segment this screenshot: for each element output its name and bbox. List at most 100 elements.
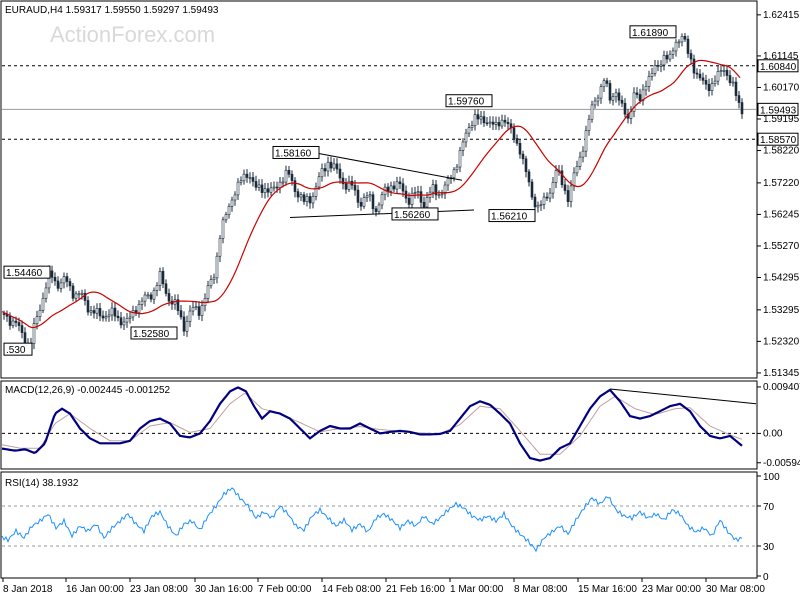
x-tick-label: 14 Feb 08:00 — [322, 584, 381, 595]
annotation-label: 1.56210 — [491, 212, 528, 223]
candle-body — [62, 276, 66, 284]
candle-body — [179, 310, 183, 318]
y-tick-label: 1.62415 — [763, 10, 800, 21]
candle-body — [419, 191, 423, 203]
rsi-y-tick-label: 70 — [763, 502, 775, 513]
candle-body — [320, 168, 324, 178]
candle-body — [143, 294, 147, 302]
candle-body — [653, 65, 657, 74]
level-label-box — [757, 102, 799, 116]
candle-body — [425, 197, 429, 208]
candle-body — [149, 294, 153, 300]
candle-body — [338, 168, 342, 179]
annotation-box — [3, 342, 33, 356]
y-tick-label: 1.52320 — [763, 336, 800, 347]
level-label-box — [757, 59, 799, 73]
candle-body — [542, 196, 546, 205]
candle-body — [101, 315, 105, 319]
annotation-box — [629, 25, 677, 39]
candle-body — [617, 92, 621, 101]
annotation-box — [3, 265, 51, 279]
candle-body — [227, 206, 231, 215]
y-tick-label: 1.60170 — [763, 82, 800, 93]
candle-body — [593, 100, 597, 106]
candle-body — [551, 182, 555, 194]
x-tick-label: 23 Jan 08:00 — [130, 584, 188, 595]
candle-body — [2, 313, 6, 315]
annotation-label: 1.54460 — [6, 268, 43, 279]
candle-body — [662, 55, 666, 66]
y-tick-label: 1.56245 — [763, 209, 800, 220]
candle-body — [680, 35, 684, 43]
candle-body — [287, 169, 291, 175]
x-tick-label: 1 Mar 00:00 — [450, 584, 504, 595]
x-tick-label: 8 Mar 08:00 — [514, 584, 568, 595]
candle-body — [461, 141, 465, 151]
annotation-label: 1.52580 — [133, 329, 170, 340]
candle-body — [398, 181, 402, 184]
candle-body — [233, 194, 237, 201]
rsi-marks — [1, 487, 756, 553]
annotation-box — [391, 207, 439, 221]
candle-body — [584, 130, 588, 152]
candle-body — [68, 281, 72, 287]
candle-body — [224, 214, 228, 221]
candle-body — [737, 95, 741, 103]
candle-body — [245, 173, 249, 178]
candle-body — [539, 204, 543, 206]
candle-body — [488, 121, 492, 124]
candle-body — [554, 170, 558, 183]
candle-body — [128, 316, 132, 319]
candle-body — [137, 303, 141, 314]
y-tick-label: 1.59195 — [763, 114, 800, 125]
macd-line — [1, 386, 743, 462]
candle-body — [713, 80, 717, 84]
annotation-label: 1.58160 — [275, 148, 312, 159]
candle-body — [470, 125, 474, 128]
candle-body — [503, 119, 507, 123]
candle-body — [215, 255, 219, 279]
candle-body — [77, 293, 81, 296]
candle-body — [314, 186, 318, 197]
candle-body — [299, 194, 303, 198]
candle-body — [131, 310, 135, 318]
candle-body — [416, 191, 420, 193]
candle-body — [278, 181, 282, 188]
rsi-y-tick-label: 100 — [763, 472, 780, 483]
candle-body — [659, 64, 663, 67]
macd-y-tick-label: 0.009407 — [763, 382, 800, 393]
annotation-box — [130, 326, 178, 340]
candle-body — [152, 290, 156, 300]
candle-body — [113, 307, 117, 317]
candle-body — [254, 181, 258, 188]
candle-body — [731, 81, 735, 84]
candle-body — [440, 193, 444, 196]
candle-body — [656, 65, 660, 67]
main-y-axis: 1.62415 1.61145 1.60170 1.59195 1.58220 1.572… — [757, 10, 800, 379]
candle-body — [281, 181, 285, 184]
candle-body — [125, 318, 129, 323]
candle-body — [452, 169, 456, 179]
candle-body — [200, 305, 204, 316]
candle-body — [728, 75, 732, 83]
candle-body — [269, 187, 273, 193]
candle-body — [458, 150, 462, 168]
candle-body — [92, 310, 96, 314]
candle-body — [8, 315, 12, 326]
candle-body — [668, 53, 672, 60]
y-tick-label: 1.55270 — [763, 241, 800, 252]
trendline — [309, 151, 463, 181]
candle-body — [719, 70, 723, 72]
candle-body — [359, 202, 363, 207]
candle-body — [740, 102, 744, 115]
macd-y-tick-label: -0.00594 — [763, 458, 800, 469]
candle-body — [284, 169, 288, 183]
candle-body — [500, 119, 504, 127]
x-tick-label: 23 Mar 00:00 — [642, 584, 701, 595]
candle-body — [536, 204, 540, 208]
candle-body — [623, 102, 627, 115]
x-tick-label: 30 Mar 08:00 — [706, 584, 765, 595]
candle-body — [164, 283, 168, 294]
candle-body — [635, 92, 639, 95]
level-label: 1.58570 — [760, 135, 797, 146]
